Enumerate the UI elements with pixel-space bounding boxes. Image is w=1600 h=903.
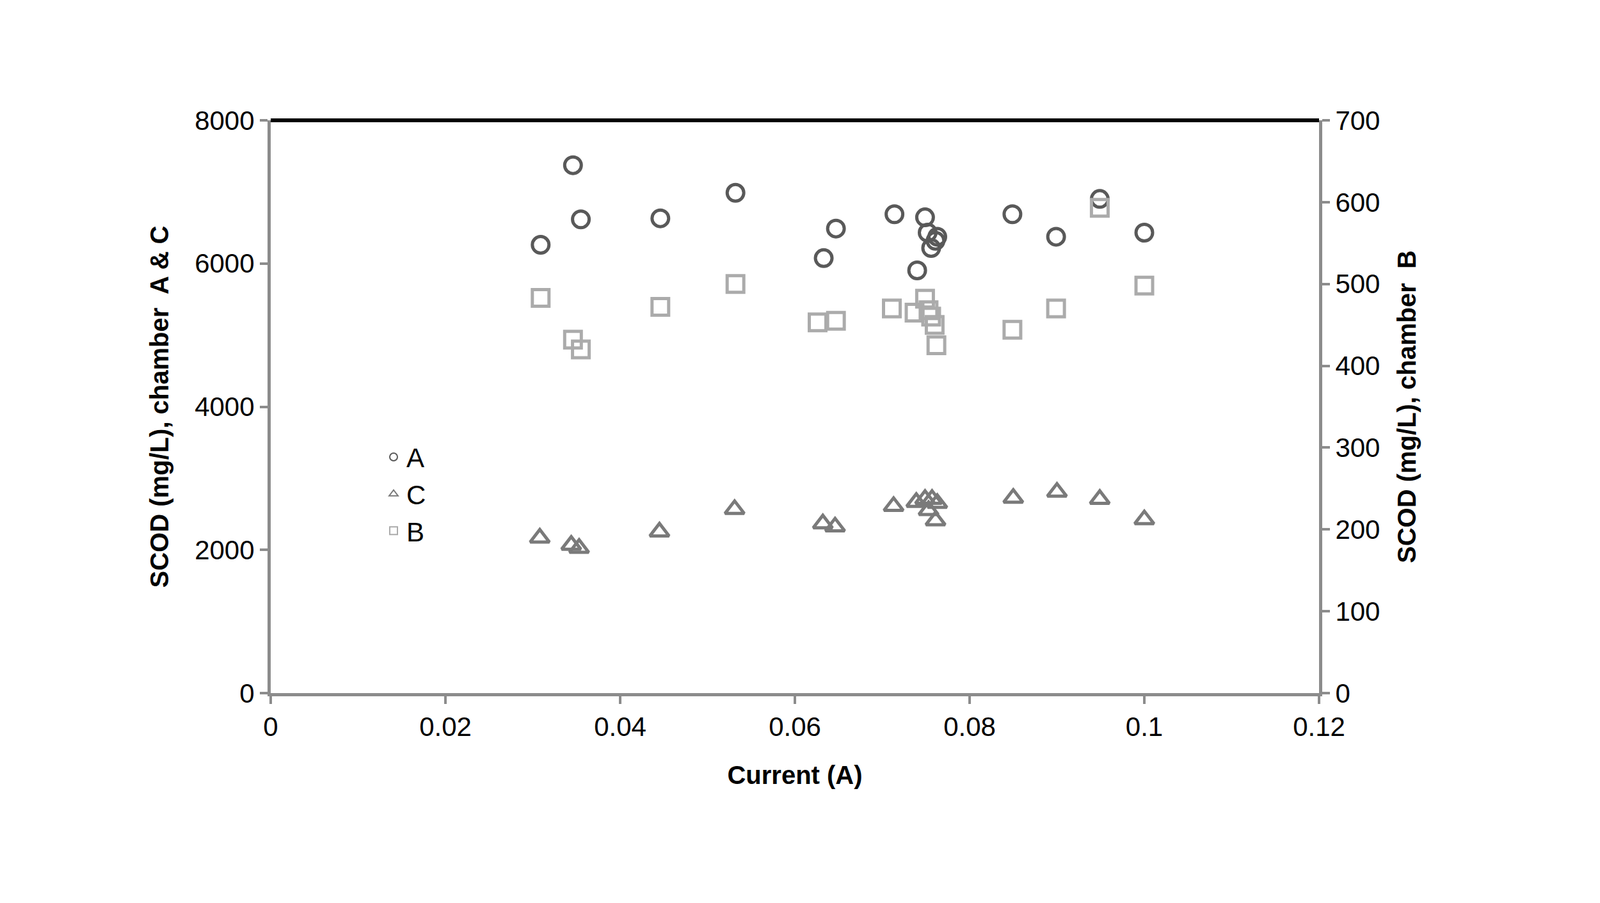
svg-text:0.04: 0.04: [593, 711, 647, 742]
svg-text:400: 400: [1335, 350, 1380, 381]
svg-text:0: 0: [263, 711, 278, 742]
svg-text:0.12: 0.12: [1292, 711, 1346, 742]
svg-text:0: 0: [239, 678, 255, 709]
svg-text:0.02: 0.02: [419, 711, 472, 742]
svg-text:600: 600: [1335, 187, 1380, 218]
svg-text:500: 500: [1335, 268, 1380, 299]
svg-text:100: 100: [1335, 596, 1380, 627]
svg-text:0.08: 0.08: [943, 711, 996, 742]
svg-text:0.1: 0.1: [1125, 711, 1163, 742]
svg-text:Current (A): Current (A): [727, 760, 863, 790]
svg-text:SCOD (mg/L), chamber A & C: SCOD (mg/L), chamber A & C: [145, 225, 174, 589]
svg-text:A: A: [406, 442, 425, 473]
svg-text:200: 200: [1335, 514, 1380, 545]
svg-text:4000: 4000: [194, 391, 255, 422]
svg-text:C: C: [406, 480, 426, 511]
svg-text:0.06: 0.06: [768, 711, 822, 742]
svg-text:0: 0: [1335, 678, 1350, 709]
svg-text:B: B: [406, 517, 425, 548]
svg-text:SCOD (mg/L), chamber B: SCOD (mg/L), chamber B: [1392, 250, 1421, 564]
svg-text:8000: 8000: [194, 105, 255, 136]
svg-text:300: 300: [1335, 432, 1380, 463]
svg-text:2000: 2000: [194, 535, 255, 566]
svg-text:700: 700: [1335, 105, 1380, 136]
svg-text:6000: 6000: [194, 248, 255, 279]
